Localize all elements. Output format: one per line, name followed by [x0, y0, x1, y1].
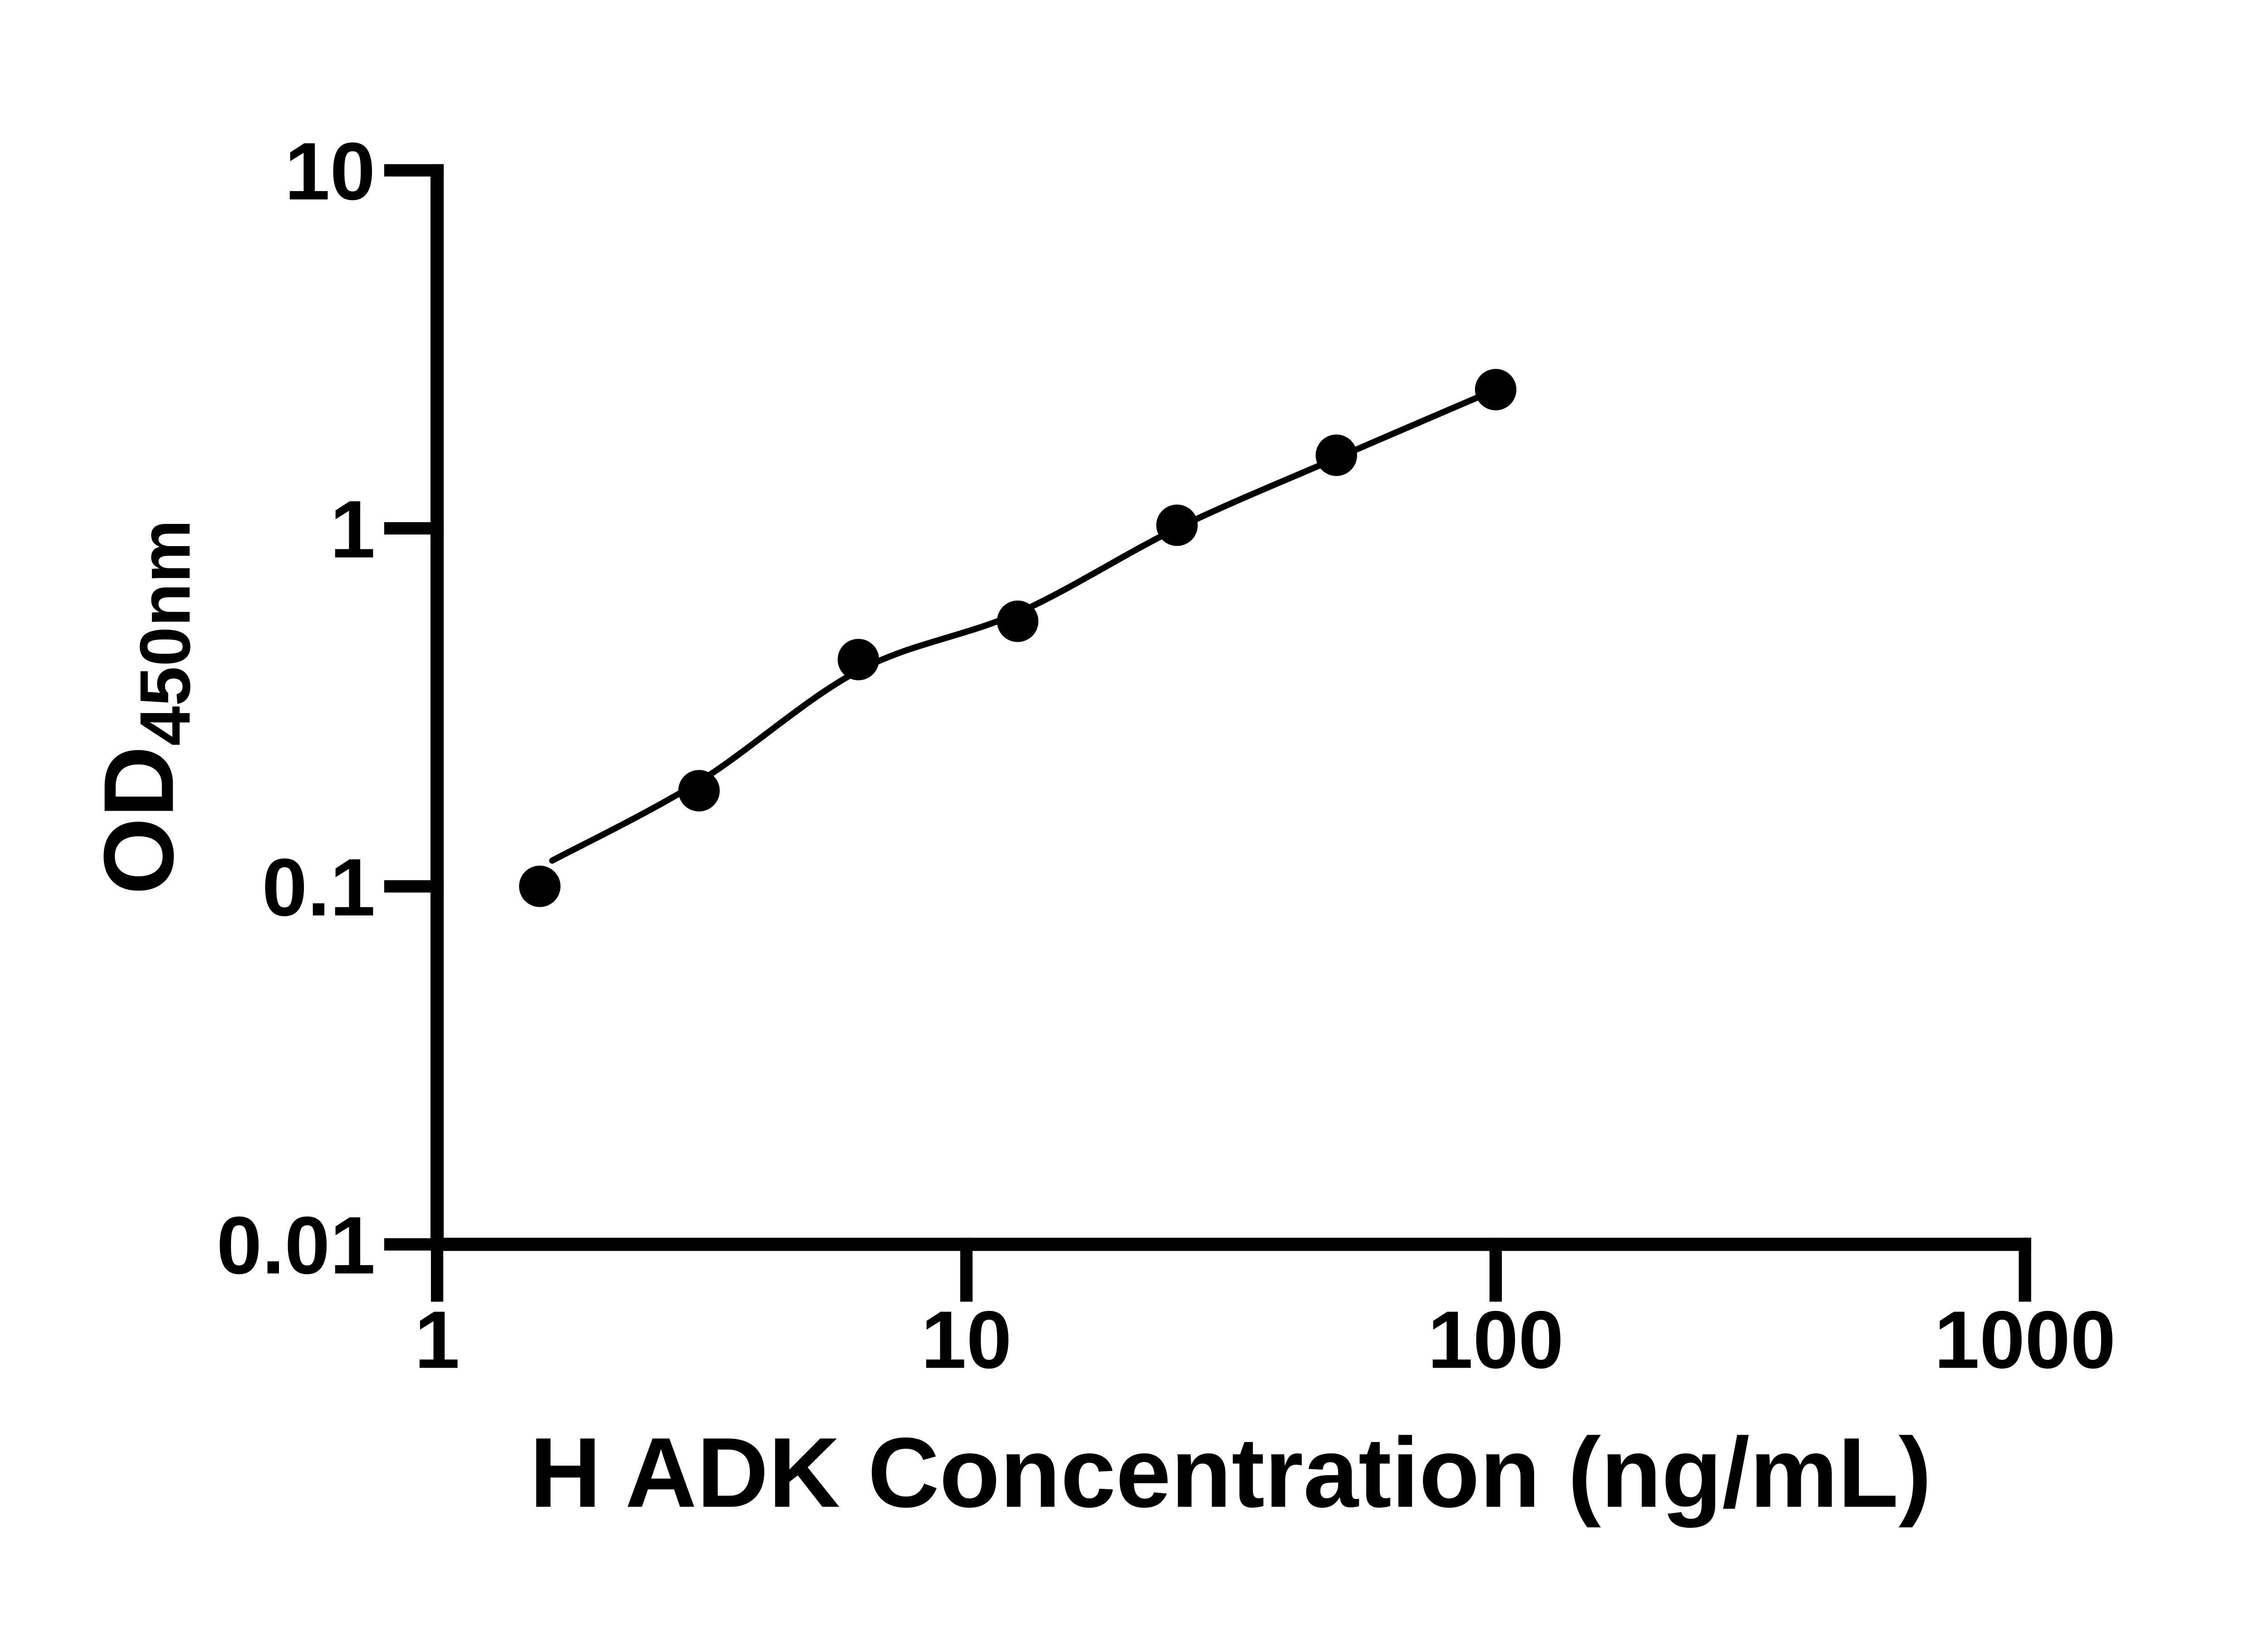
- y-tick-label-10: 10: [284, 126, 375, 217]
- y-axis-title-subscript: 450nm: [125, 519, 205, 746]
- data-point-1: [519, 865, 561, 907]
- data-point-2: [678, 770, 720, 812]
- data-points: [519, 369, 1517, 907]
- data-point-5: [1156, 504, 1198, 546]
- x-axis-title: H ADK Concentration (ng/mL): [530, 1418, 1932, 1528]
- axes: [430, 164, 2031, 1251]
- y-axis-title: OD450nm: [83, 519, 205, 895]
- x-axis-ticks: [431, 1237, 2031, 1302]
- x-tick-label-1000: 1000: [1934, 1294, 2116, 1385]
- x-tick-label-100: 100: [1427, 1294, 1564, 1385]
- y-tick-label-0.01: 0.01: [216, 1200, 375, 1291]
- x-tick-label-1: 1: [415, 1294, 460, 1385]
- x-axis-tick-labels: 1 10 100 1000: [415, 1294, 2116, 1385]
- data-point-3: [837, 639, 880, 680]
- y-tick-label-0.1: 0.1: [262, 842, 375, 933]
- data-point-4: [997, 600, 1039, 642]
- y-axis-title-main: OD: [83, 746, 194, 895]
- y-axis-tick-labels: 10 1 0.1 0.01: [216, 126, 375, 1291]
- data-point-6: [1315, 434, 1357, 476]
- y-tick-label-1: 1: [330, 484, 375, 575]
- x-tick-label-10: 10: [921, 1294, 1012, 1385]
- data-point-7: [1475, 369, 1517, 411]
